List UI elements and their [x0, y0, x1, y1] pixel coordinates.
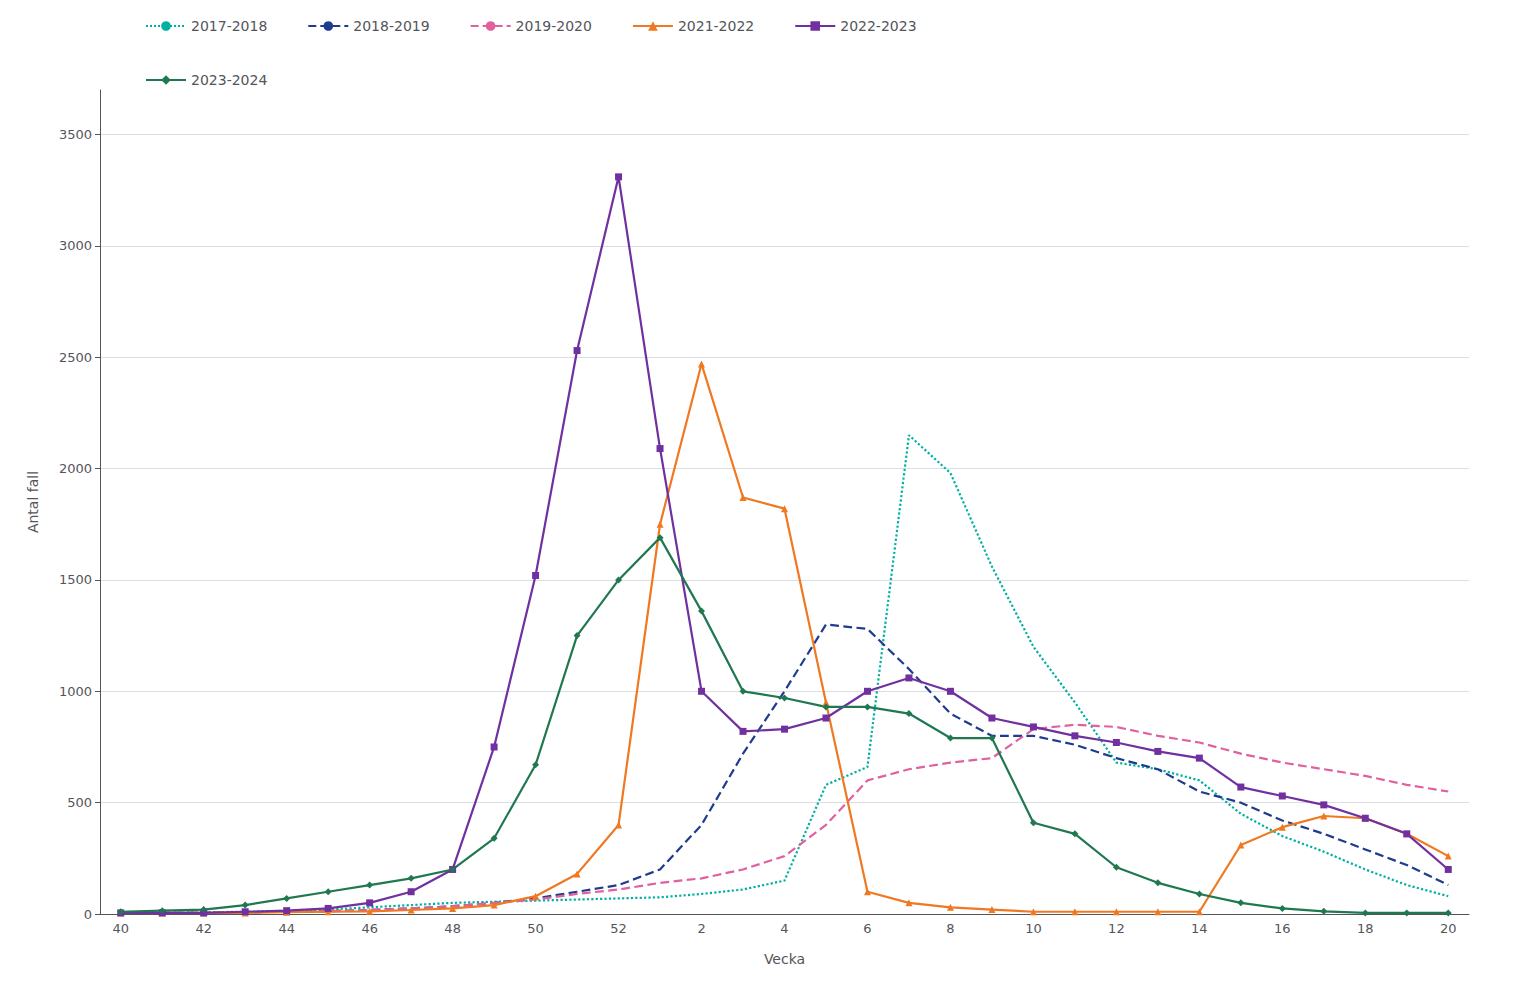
svg-text:42: 42 — [195, 921, 212, 936]
svg-text:2: 2 — [697, 921, 705, 936]
svg-text:4: 4 — [780, 921, 788, 936]
svg-text:50: 50 — [527, 921, 544, 936]
svg-text:44: 44 — [278, 921, 295, 936]
svg-text:1000: 1000 — [59, 684, 92, 699]
svg-text:2022-2023: 2022-2023 — [840, 18, 916, 34]
svg-text:3500: 3500 — [59, 127, 92, 142]
svg-text:2017-2018: 2017-2018 — [191, 18, 267, 34]
svg-text:3000: 3000 — [59, 238, 92, 253]
svg-text:52: 52 — [610, 921, 627, 936]
svg-text:20: 20 — [1440, 921, 1457, 936]
svg-text:12: 12 — [1108, 921, 1125, 936]
svg-text:40: 40 — [112, 921, 129, 936]
svg-text:Vecka: Vecka — [764, 951, 805, 967]
svg-text:0: 0 — [84, 907, 92, 922]
svg-text:48: 48 — [444, 921, 461, 936]
svg-text:18: 18 — [1357, 921, 1374, 936]
svg-text:8: 8 — [946, 921, 954, 936]
svg-text:16: 16 — [1274, 921, 1291, 936]
svg-text:500: 500 — [67, 795, 92, 810]
svg-text:2018-2019: 2018-2019 — [353, 18, 429, 34]
svg-text:14: 14 — [1191, 921, 1208, 936]
svg-text:2021-2022: 2021-2022 — [678, 18, 754, 34]
svg-text:6: 6 — [863, 921, 871, 936]
svg-text:10: 10 — [1025, 921, 1042, 936]
svg-text:1500: 1500 — [59, 572, 92, 587]
svg-text:2500: 2500 — [59, 350, 92, 365]
svg-text:2019-2020: 2019-2020 — [516, 18, 592, 34]
svg-text:2023-2024: 2023-2024 — [191, 72, 267, 88]
svg-text:46: 46 — [361, 921, 378, 936]
svg-text:2000: 2000 — [59, 461, 92, 476]
svg-text:Antal fall: Antal fall — [25, 471, 41, 533]
